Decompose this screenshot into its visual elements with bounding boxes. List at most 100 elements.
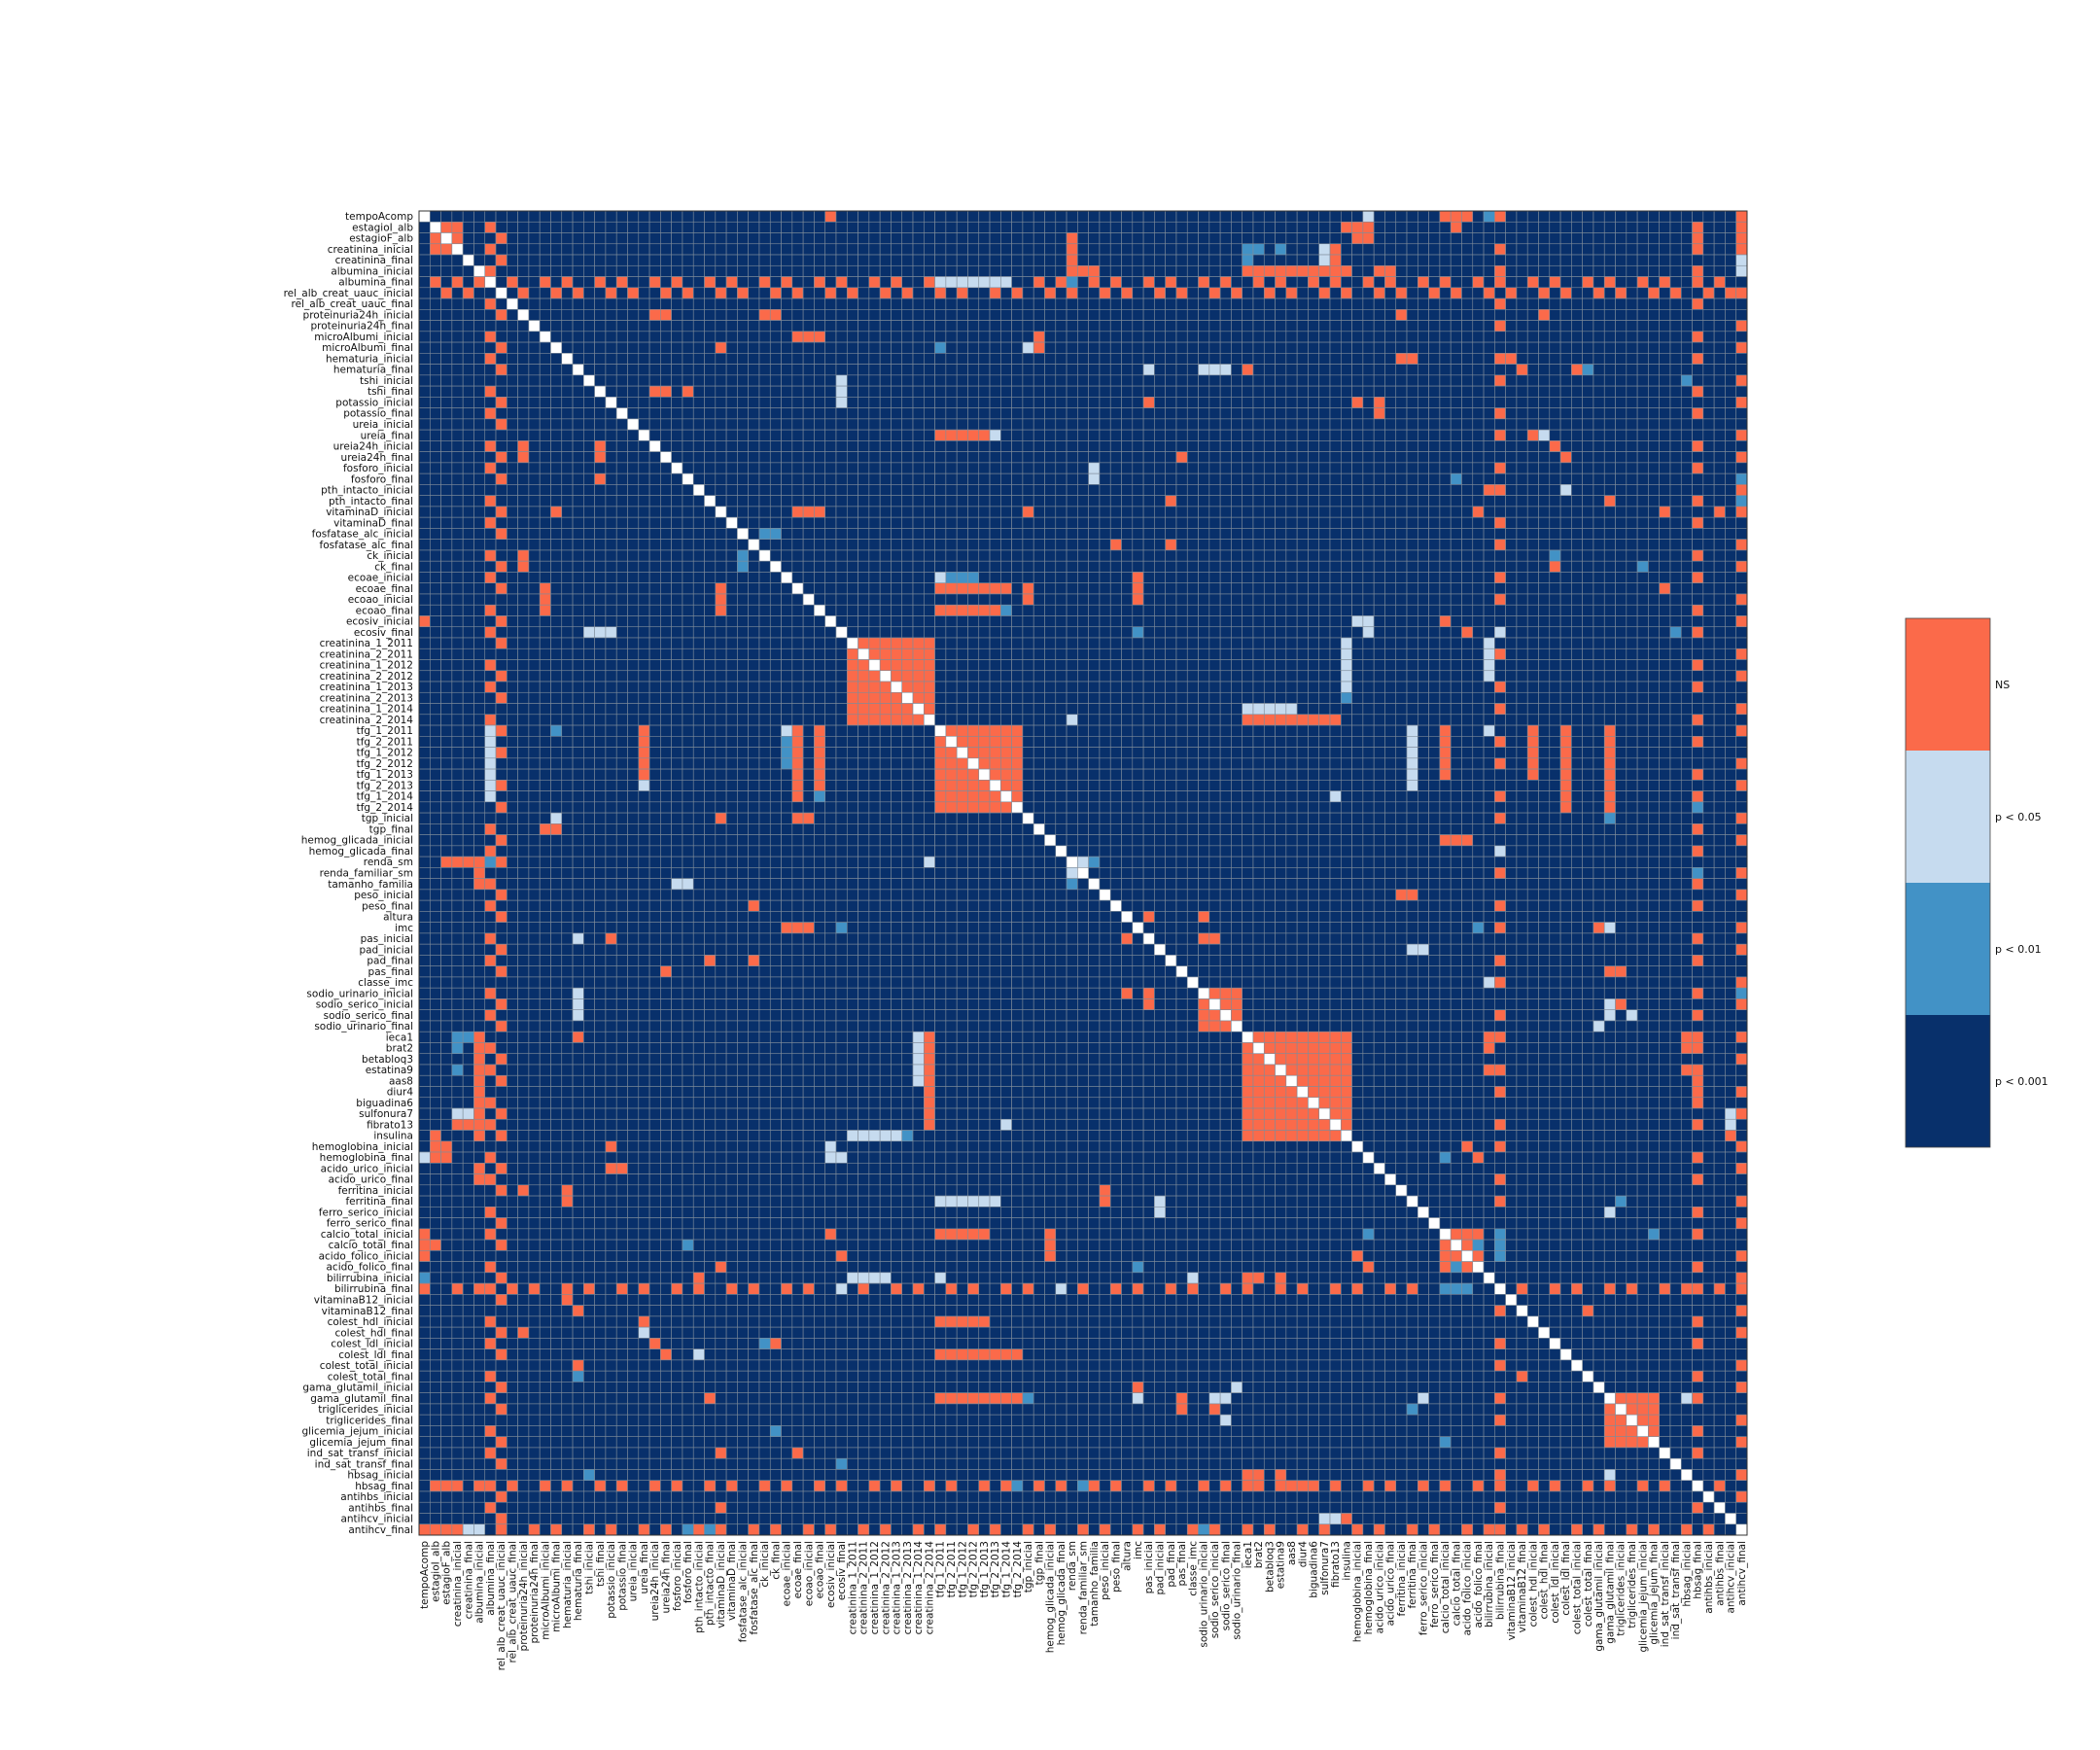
heatmap-cell [473, 549, 486, 562]
heatmap-cell [1395, 264, 1408, 277]
heatmap-cell [1362, 451, 1375, 464]
heatmap-cell [1186, 331, 1199, 343]
heatmap-cell [1472, 331, 1485, 343]
heatmap-cell [989, 374, 1001, 387]
heatmap-cell [835, 210, 848, 223]
heatmap-cell [561, 353, 574, 365]
heatmap-cell [561, 659, 574, 672]
heatmap-cell [1252, 451, 1265, 464]
heatmap-cell [1263, 254, 1276, 266]
heatmap-cell [1582, 451, 1594, 464]
heatmap-cell [1318, 232, 1331, 245]
heatmap-cell [1109, 320, 1122, 332]
heatmap-cell [1571, 462, 1583, 474]
heatmap-cell [473, 560, 486, 573]
heatmap-cell [1648, 484, 1660, 496]
heatmap-cell [945, 648, 958, 660]
heatmap-cell [550, 243, 563, 256]
heatmap-cell [429, 374, 441, 387]
heatmap-cell [583, 353, 595, 365]
heatmap-cell [1044, 364, 1057, 376]
heatmap-cell [462, 397, 474, 408]
heatmap-cell [1669, 353, 1682, 365]
heatmap-cell [561, 572, 574, 584]
heatmap-cell [1308, 462, 1320, 474]
heatmap-cell [1165, 615, 1177, 628]
heatmap-cell [1384, 604, 1397, 616]
heatmap-cell [1109, 287, 1122, 299]
heatmap-cell [660, 626, 672, 639]
heatmap-cell [1022, 320, 1034, 332]
heatmap-cell [1275, 539, 1287, 551]
heatmap-cell [1011, 418, 1024, 431]
heatmap-cell [1032, 528, 1045, 540]
heatmap-cell [814, 298, 825, 310]
heatmap-cell [627, 210, 640, 223]
heatmap-cell [814, 560, 825, 573]
heatmap-cell [934, 232, 947, 245]
heatmap-cell [989, 582, 1001, 595]
heatmap-cell [1461, 560, 1474, 573]
heatmap-cell [1373, 418, 1385, 431]
heatmap-cell [1702, 528, 1715, 540]
heatmap-cell [1439, 287, 1452, 299]
heatmap-cell [660, 264, 672, 277]
heatmap-cell [1680, 472, 1693, 485]
heatmap-cell [835, 397, 848, 408]
heatmap-cell [561, 341, 574, 354]
heatmap-cell [1615, 539, 1628, 551]
heatmap-cell [507, 243, 518, 256]
heatmap-cell [1088, 472, 1101, 485]
heatmap-cell [1406, 637, 1418, 649]
heatmap-cell [495, 254, 508, 266]
heatmap-cell [473, 484, 486, 496]
heatmap-cell [1692, 604, 1704, 616]
heatmap-cell [583, 637, 595, 649]
heatmap-cell [1373, 232, 1385, 245]
heatmap-cell [440, 604, 453, 616]
heatmap-cell [1296, 572, 1309, 584]
heatmap-cell [1559, 320, 1572, 332]
heatmap-cell [1571, 582, 1583, 595]
heatmap-cell [507, 560, 518, 573]
heatmap-cell [846, 407, 858, 420]
heatmap-cell [1341, 516, 1352, 529]
heatmap-cell [473, 243, 486, 256]
heatmap-cell [1275, 407, 1287, 420]
heatmap-cell [1680, 528, 1693, 540]
heatmap-cell [868, 462, 881, 474]
heatmap-cell [1626, 254, 1638, 266]
heatmap-cell [1615, 353, 1628, 365]
heatmap-cell [1165, 397, 1177, 408]
heatmap-cell [495, 298, 508, 310]
heatmap-cell [945, 353, 958, 365]
heatmap-cell [769, 572, 782, 584]
heatmap-cell [1418, 429, 1429, 441]
heatmap-cell [1032, 472, 1045, 485]
heatmap-cell [1559, 539, 1572, 551]
heatmap-cell [769, 309, 782, 321]
heatmap-cell [1132, 341, 1144, 354]
heatmap-cell [781, 243, 793, 256]
heatmap-cell [1648, 539, 1660, 551]
heatmap-cell [507, 484, 518, 496]
heatmap-cell [1725, 210, 1737, 223]
heatmap-cell [1384, 582, 1397, 595]
heatmap-cell [758, 506, 771, 518]
heatmap-cell [1341, 353, 1352, 365]
heatmap-cell [1461, 254, 1474, 266]
heatmap-cell [528, 659, 541, 672]
heatmap-cell [1341, 451, 1352, 464]
heatmap-cell [1263, 309, 1276, 321]
heatmap-cell [945, 539, 958, 551]
heatmap-cell [671, 264, 683, 277]
heatmap-cell [440, 276, 453, 289]
heatmap-cell [1219, 232, 1232, 245]
heatmap-cell [583, 659, 595, 672]
heatmap-cell [440, 528, 453, 540]
heatmap-cell [1032, 429, 1045, 441]
heatmap-cell [528, 572, 541, 584]
heatmap-cell [1109, 528, 1122, 540]
heatmap-cell [934, 264, 947, 277]
heatmap-cell [891, 287, 903, 299]
